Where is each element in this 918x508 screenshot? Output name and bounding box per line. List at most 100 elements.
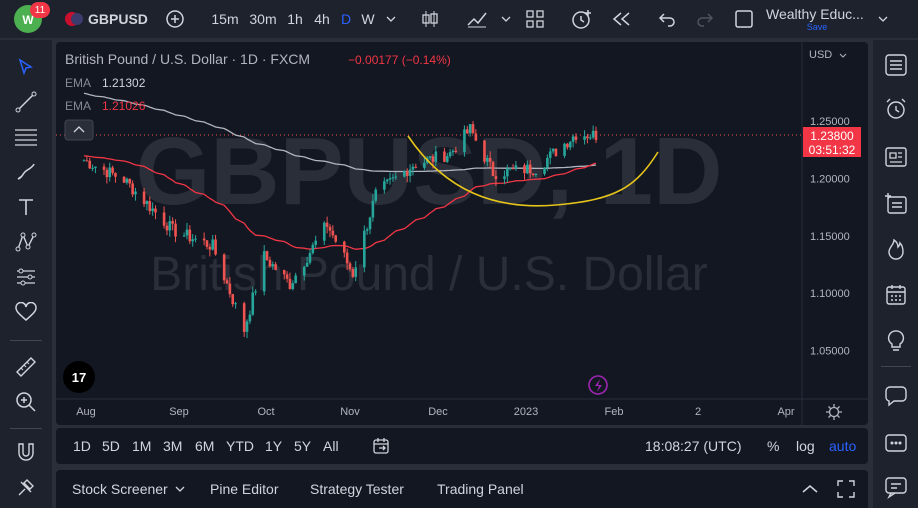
- chart-settings-gear-icon[interactable]: [826, 404, 842, 420]
- ema1-label[interactable]: EMA: [65, 76, 92, 90]
- range-1y[interactable]: 1Y: [265, 438, 283, 454]
- replay-icon[interactable]: [608, 0, 634, 38]
- interval-w[interactable]: W: [361, 11, 375, 27]
- heart-icon[interactable]: [8, 295, 44, 329]
- tab-trading-panel[interactable]: Trading Panel: [437, 481, 524, 497]
- candle-style-icon[interactable]: [418, 0, 442, 38]
- prediction-tool-icon[interactable]: [8, 260, 44, 294]
- percent-scale-toggle[interactable]: %: [767, 438, 780, 454]
- brush-icon[interactable]: [8, 155, 44, 189]
- save-label[interactable]: Save: [806, 22, 828, 32]
- log-scale-toggle[interactable]: log: [796, 438, 815, 454]
- redo-icon[interactable]: [692, 0, 718, 38]
- range-1d[interactable]: 1D: [73, 438, 91, 454]
- candle-body: [225, 280, 229, 284]
- indicators-icon[interactable]: [464, 0, 490, 38]
- alarm-clock-icon[interactable]: [877, 90, 915, 128]
- ema-fast-line[interactable]: [83, 155, 597, 250]
- utc-clock[interactable]: 18:08:27 (UTC): [645, 438, 742, 454]
- interval-dropdown-icon[interactable]: [382, 0, 400, 38]
- range-1m[interactable]: 1M: [132, 438, 152, 454]
- ruler-icon[interactable]: [8, 350, 44, 384]
- candle-body: [251, 292, 255, 315]
- candle-body: [391, 177, 395, 179]
- panel-collapse-chevron-icon[interactable]: [801, 470, 819, 508]
- add-list-icon[interactable]: [877, 184, 915, 222]
- price-axis[interactable]: 1.25000 1.20000 1.15000 1.10000 1.05000: [810, 116, 850, 357]
- candle-body: [403, 170, 406, 177]
- account-name[interactable]: Wealthy Educ...: [766, 6, 864, 22]
- panel-maximize-icon[interactable]: [837, 470, 855, 508]
- candle-body: [274, 264, 277, 271]
- time-tick-label: Sep: [169, 406, 189, 418]
- candle-body: [202, 238, 206, 241]
- interval-4h[interactable]: 4h: [314, 11, 330, 27]
- tab-pine-editor[interactable]: Pine Editor: [210, 481, 279, 497]
- lock-drawing-icon[interactable]: [8, 470, 44, 504]
- calendar-icon[interactable]: [877, 276, 915, 314]
- range-6m[interactable]: 6M: [195, 438, 215, 454]
- currency-selector[interactable]: USD: [809, 49, 832, 61]
- range-ytd[interactable]: YTD: [226, 438, 254, 454]
- zoom-in-icon[interactable]: [8, 385, 44, 419]
- trend-line-icon[interactable]: [8, 85, 44, 119]
- drawing-arc-curve[interactable]: [407, 135, 659, 207]
- range-5y[interactable]: 5Y: [294, 438, 312, 454]
- candlestick-series[interactable]: [82, 120, 598, 339]
- candle-body: [162, 212, 166, 226]
- stock-screener-dropdown-icon[interactable]: [175, 470, 185, 508]
- candle-body: [423, 162, 426, 168]
- indicators-dropdown-icon[interactable]: [497, 0, 515, 38]
- ema-slow-line[interactable]: [83, 92, 597, 173]
- interval-1h[interactable]: 1h: [287, 11, 303, 27]
- layout-icon[interactable]: [522, 0, 548, 38]
- range-all[interactable]: All: [323, 438, 339, 454]
- fullscreen-checkbox-icon[interactable]: [732, 0, 756, 38]
- interval-15m[interactable]: 15m: [211, 11, 239, 27]
- tab-strategy-tester[interactable]: Strategy Tester: [310, 481, 404, 497]
- symbol-search-button[interactable]: GBPUSD: [88, 11, 148, 27]
- toolbar-divider: [10, 340, 42, 341]
- range-3m[interactable]: 3M: [163, 438, 183, 454]
- account-dropdown-icon[interactable]: [873, 0, 893, 38]
- goto-date-icon[interactable]: [372, 428, 390, 464]
- price-chart[interactable]: GBPUSD, 1D British Pound / U.S. Dollar 1…: [56, 42, 868, 425]
- candle-body: [574, 136, 578, 140]
- candle-body: [222, 254, 226, 281]
- time-axis[interactable]: Aug Sep Oct Nov Dec 2023 Feb 2 Apr: [76, 406, 795, 418]
- event-lightning-icon[interactable]: [588, 375, 608, 395]
- ideas-lightbulb-icon[interactable]: [877, 322, 915, 360]
- cursor-tool-icon[interactable]: [8, 50, 44, 84]
- pattern-tool-icon[interactable]: [8, 225, 44, 259]
- range-5d[interactable]: 5D: [102, 438, 120, 454]
- range-toolbar: 1D 5D 1M 3M 6M YTD 1Y 5Y All 18:08:27 (U…: [56, 428, 868, 464]
- auto-scale-toggle[interactable]: auto: [829, 438, 857, 454]
- symbol-title[interactable]: British Pound / U.S. Dollar · 1D · FXCM: [65, 51, 311, 67]
- news-icon[interactable]: [877, 138, 915, 176]
- candle-body: [305, 262, 309, 267]
- tab-stock-screener[interactable]: Stock Screener: [72, 481, 168, 497]
- text-tool-icon[interactable]: [8, 190, 44, 224]
- undo-icon[interactable]: [654, 0, 680, 38]
- fib-retracement-icon[interactable]: [8, 120, 44, 154]
- legend-collapse-button[interactable]: [64, 119, 94, 141]
- chats-icon[interactable]: [877, 378, 915, 416]
- compare-add-icon[interactable]: [162, 0, 188, 38]
- toolbar-divider: [881, 366, 911, 367]
- tradingview-logo-icon[interactable]: 17: [63, 361, 95, 393]
- help-chat-icon[interactable]: [877, 468, 915, 506]
- interval-30m[interactable]: 30m: [249, 11, 277, 27]
- ema2-label[interactable]: EMA: [65, 99, 92, 113]
- hotlist-flame-icon[interactable]: [877, 230, 915, 268]
- streams-icon[interactable]: [877, 424, 915, 462]
- candle-body: [586, 136, 589, 139]
- candle-body: [531, 173, 535, 175]
- watchlist-icon[interactable]: [877, 46, 915, 84]
- magnet-icon[interactable]: [8, 435, 44, 469]
- interval-d[interactable]: D: [340, 11, 352, 27]
- candle-body: [174, 223, 177, 237]
- time-tick-label: Feb: [605, 406, 624, 418]
- currency-dropdown-icon[interactable]: [839, 53, 847, 58]
- chart-panel[interactable]: GBPUSD, 1D British Pound / U.S. Dollar 1…: [56, 42, 868, 425]
- alert-clock-icon[interactable]: [568, 0, 596, 38]
